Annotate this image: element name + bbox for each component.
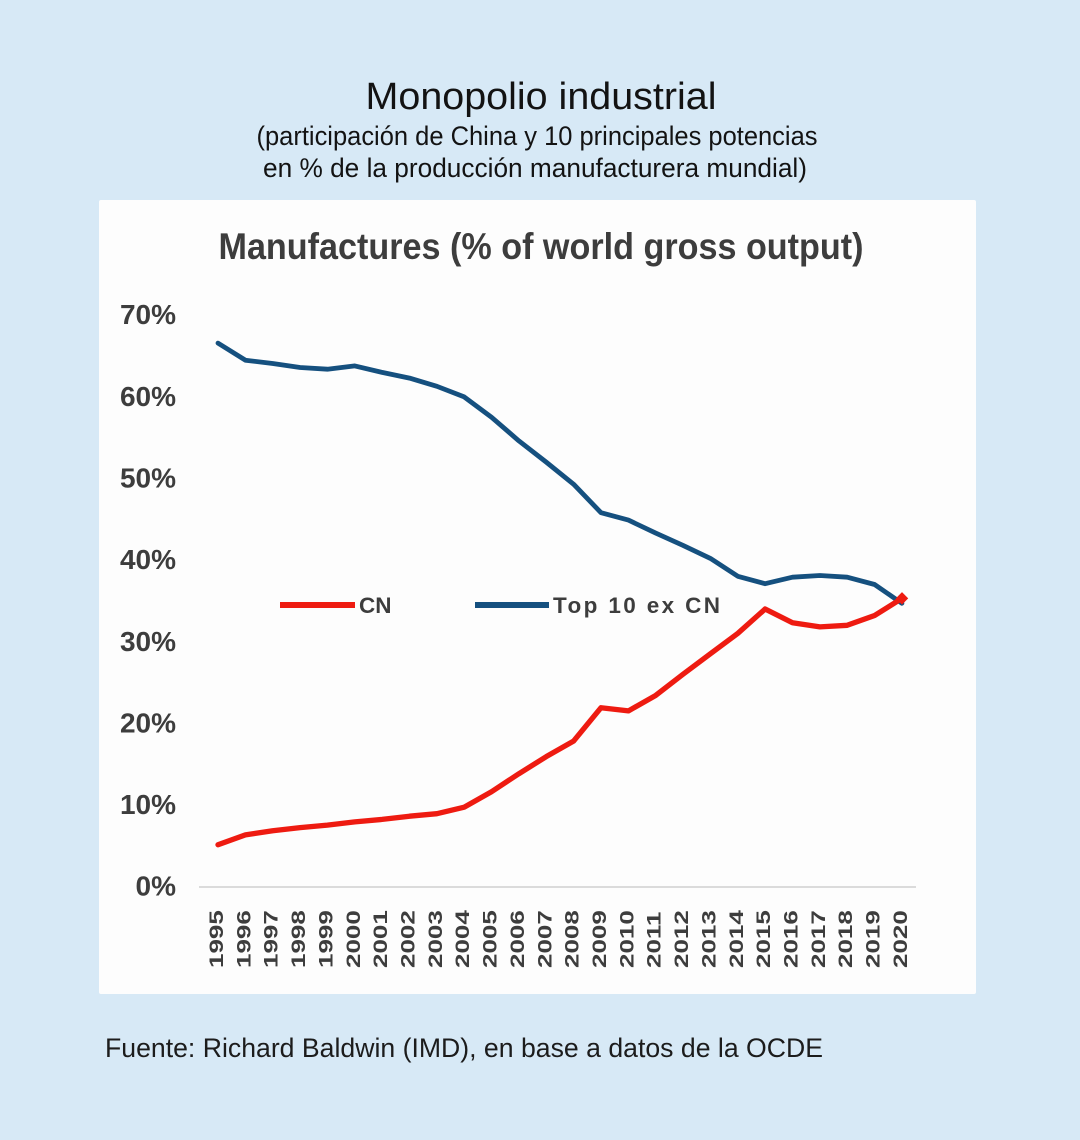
svg-text:1996: 1996 — [233, 910, 255, 968]
svg-text:30%: 30% — [120, 626, 176, 657]
svg-text:1997: 1997 — [260, 910, 282, 968]
svg-text:(participación de China y 10 p: (participación de China y 10 principales… — [257, 121, 818, 151]
svg-text:2005: 2005 — [479, 910, 501, 968]
svg-text:CN: CN — [359, 593, 392, 618]
svg-text:1995: 1995 — [205, 910, 227, 968]
svg-text:2020: 2020 — [889, 910, 911, 968]
svg-text:70%: 70% — [120, 299, 176, 330]
svg-text:2011: 2011 — [643, 911, 665, 968]
svg-text:2004: 2004 — [451, 910, 473, 968]
svg-text:10%: 10% — [120, 789, 176, 820]
svg-text:Monopolio industrial: Monopolio industrial — [366, 76, 717, 118]
svg-text:1998: 1998 — [287, 910, 309, 968]
svg-text:0%: 0% — [136, 871, 177, 902]
svg-text:2018: 2018 — [834, 910, 856, 968]
svg-text:2015: 2015 — [752, 910, 774, 968]
svg-text:2000: 2000 — [342, 910, 364, 968]
svg-text:Fuente: Richard Baldwin (IMD),: Fuente: Richard Baldwin (IMD), en base a… — [105, 1033, 823, 1063]
svg-text:2019: 2019 — [862, 910, 884, 968]
svg-text:2007: 2007 — [533, 910, 555, 968]
svg-text:1999: 1999 — [315, 910, 337, 968]
svg-text:20%: 20% — [120, 707, 176, 738]
svg-text:2008: 2008 — [561, 910, 583, 968]
svg-text:Manufactures (% of world gross: Manufactures (% of world gross output) — [219, 226, 864, 267]
svg-text:2010: 2010 — [616, 910, 638, 968]
svg-text:60%: 60% — [120, 381, 176, 412]
svg-text:40%: 40% — [120, 544, 176, 575]
svg-text:2009: 2009 — [588, 910, 610, 968]
svg-text:2012: 2012 — [670, 910, 692, 968]
svg-text:2006: 2006 — [506, 910, 528, 968]
svg-text:2016: 2016 — [780, 910, 802, 968]
svg-text:2013: 2013 — [698, 910, 720, 968]
svg-text:en % de la producción manufact: en % de la producción manufacturera mund… — [263, 153, 807, 183]
svg-text:2003: 2003 — [424, 910, 446, 968]
svg-text:2017: 2017 — [807, 910, 829, 968]
svg-text:2014: 2014 — [725, 910, 747, 968]
svg-text:50%: 50% — [120, 463, 176, 494]
svg-text:2002: 2002 — [397, 910, 419, 968]
svg-text:2001: 2001 — [369, 910, 391, 968]
